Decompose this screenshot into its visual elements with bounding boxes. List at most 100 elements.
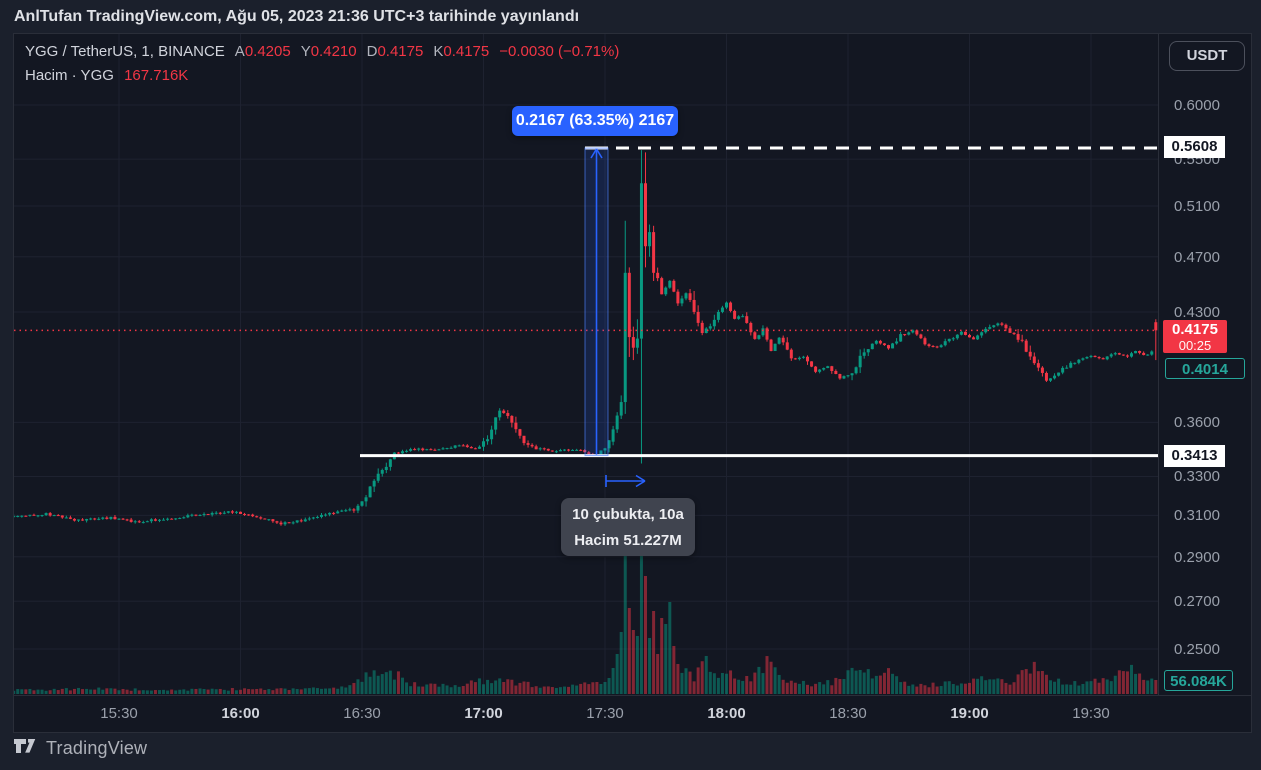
volume-bar — [453, 685, 457, 694]
candle-body — [263, 518, 267, 520]
volume-bar — [1130, 664, 1133, 694]
symbol-title[interactable]: YGG / TetherUS, 1, BINANCE — [25, 43, 225, 60]
volume-bar — [234, 690, 238, 694]
volume-bar — [947, 681, 951, 694]
candle-body — [988, 327, 992, 329]
candle-body — [1028, 351, 1032, 357]
candle-body — [550, 450, 554, 452]
volume-bar — [716, 677, 720, 694]
candle-body — [878, 340, 882, 344]
volume-bar — [178, 689, 182, 694]
volume-bar — [830, 685, 834, 694]
volume-bar — [1008, 684, 1012, 694]
candle-body — [660, 278, 664, 295]
volume-bar — [631, 630, 635, 694]
quote-currency-button[interactable]: USDT — [1169, 41, 1245, 71]
volume-bar — [996, 678, 1000, 694]
price-tick-label: 0.2500 — [1174, 641, 1220, 659]
candle-body — [939, 345, 943, 348]
volume-bar — [121, 688, 125, 694]
candle-body — [927, 344, 931, 347]
candle-body — [461, 445, 465, 447]
volume-bar — [923, 685, 927, 694]
candle-body — [899, 334, 903, 342]
time-axis[interactable]: 15:30 16:00 16:30 17:00 17:30 18:00 18:30 19:00… — [14, 695, 1251, 733]
volume-bar — [429, 683, 433, 694]
candle-body — [587, 452, 591, 455]
volume-bar — [733, 678, 737, 694]
candle-body — [907, 332, 911, 335]
volume-bar — [1044, 674, 1048, 694]
candle-body — [692, 299, 696, 312]
candle-body — [445, 448, 449, 450]
volume-bar — [668, 602, 672, 694]
volume-bar — [720, 673, 724, 694]
volume-bar — [44, 690, 48, 694]
volume-bar — [263, 689, 267, 694]
volume-bar — [295, 689, 299, 694]
candle-body — [1073, 362, 1077, 364]
candle-body — [401, 451, 404, 454]
candle-body — [891, 343, 895, 349]
volume-bar — [887, 668, 890, 694]
volume-bar — [943, 681, 947, 694]
volume-bar — [40, 689, 44, 694]
volume-study-value: 167.716K — [124, 67, 189, 84]
candle-body — [1105, 356, 1109, 360]
volume-bar — [149, 690, 153, 694]
candle-body — [729, 302, 733, 311]
volume-bar — [595, 682, 599, 694]
volume-bar — [202, 689, 206, 694]
volume-bar — [729, 670, 733, 694]
volume-bar — [413, 682, 417, 694]
chart-legend[interactable]: YGG / TetherUS, 1, BINANCE A0.4205 Y0.4210… — [25, 43, 619, 84]
candle-body — [1093, 355, 1097, 358]
date-range-volume-text: Hacim 51.227M — [574, 532, 682, 549]
candle-body — [785, 342, 789, 350]
candle-body — [1004, 324, 1008, 329]
volume-study-title[interactable]: Hacim · YGG — [25, 67, 114, 84]
candle-body — [1020, 339, 1024, 341]
volume-bar — [882, 672, 886, 694]
volume-bar — [117, 690, 121, 694]
candle-body — [915, 330, 919, 335]
open-value: 0.4205 — [244, 43, 291, 60]
tradingview-watermark[interactable]: TradingView — [14, 738, 147, 759]
volume-bar — [1089, 681, 1093, 694]
candle-body — [518, 429, 522, 436]
volume-bar — [785, 682, 789, 694]
volume-bar — [279, 688, 283, 694]
chart-pane[interactable]: 0.2167 (63.35%) 2167 10 çubukta, 10a Hac… — [14, 34, 1158, 695]
volume-bar — [781, 679, 785, 694]
volume-bar — [1101, 678, 1105, 694]
candle-body — [1032, 356, 1036, 364]
candle-body — [202, 514, 206, 516]
volume-bar — [1069, 684, 1073, 694]
volume-bar — [1117, 670, 1121, 694]
candle-body — [554, 451, 558, 453]
open-label: A — [234, 43, 245, 60]
candle-body — [56, 515, 60, 517]
volume-bar — [344, 687, 348, 694]
volume-bar — [692, 681, 696, 694]
candle-body — [1097, 357, 1101, 359]
volume-bar — [1097, 682, 1101, 694]
volume-bar — [587, 684, 591, 694]
volume-bar — [575, 685, 579, 694]
candle-body — [1117, 353, 1121, 355]
price-axis[interactable]: 0.6000 0.5500 0.5100 0.4700 0.4300 0.3600 0.33… — [1158, 34, 1252, 695]
volume-bar — [919, 683, 923, 694]
candle-body — [850, 373, 854, 376]
volume-bar — [287, 690, 291, 694]
candle-body — [149, 519, 153, 522]
candle-body — [16, 515, 20, 517]
volume-bar — [984, 680, 988, 694]
volume-bar — [356, 679, 360, 694]
candle-body — [299, 520, 303, 522]
volume-bar — [980, 676, 984, 694]
volume-bar — [680, 672, 684, 694]
candle-body — [858, 355, 862, 368]
volume-bar — [502, 681, 506, 694]
volume-bar — [137, 690, 141, 694]
candle-body — [425, 449, 429, 451]
